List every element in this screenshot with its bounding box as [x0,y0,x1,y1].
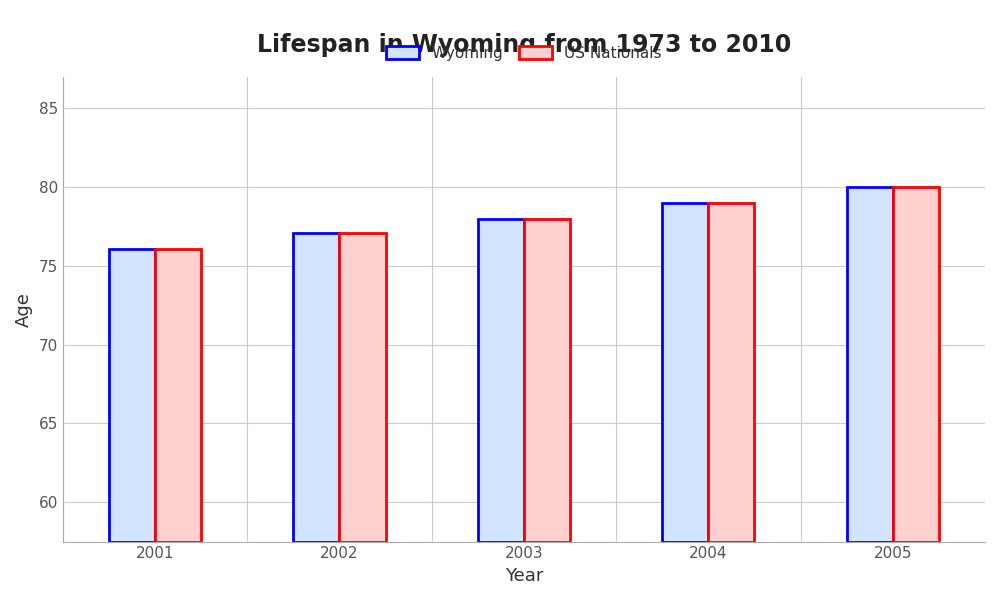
Bar [293,233,339,542]
Bar [478,219,524,542]
Bar [109,248,155,542]
Bar [893,187,939,542]
Bar [847,187,893,542]
Bar [708,203,754,542]
X-axis label: Year: Year [505,567,543,585]
Y-axis label: Age: Age [15,292,33,327]
Bar [524,219,570,542]
Bar [155,248,201,542]
Bar [339,233,386,542]
Title: Lifespan in Wyoming from 1973 to 2010: Lifespan in Wyoming from 1973 to 2010 [257,33,791,57]
Bar [662,203,708,542]
Legend: Wyoming, US Nationals: Wyoming, US Nationals [378,38,670,68]
